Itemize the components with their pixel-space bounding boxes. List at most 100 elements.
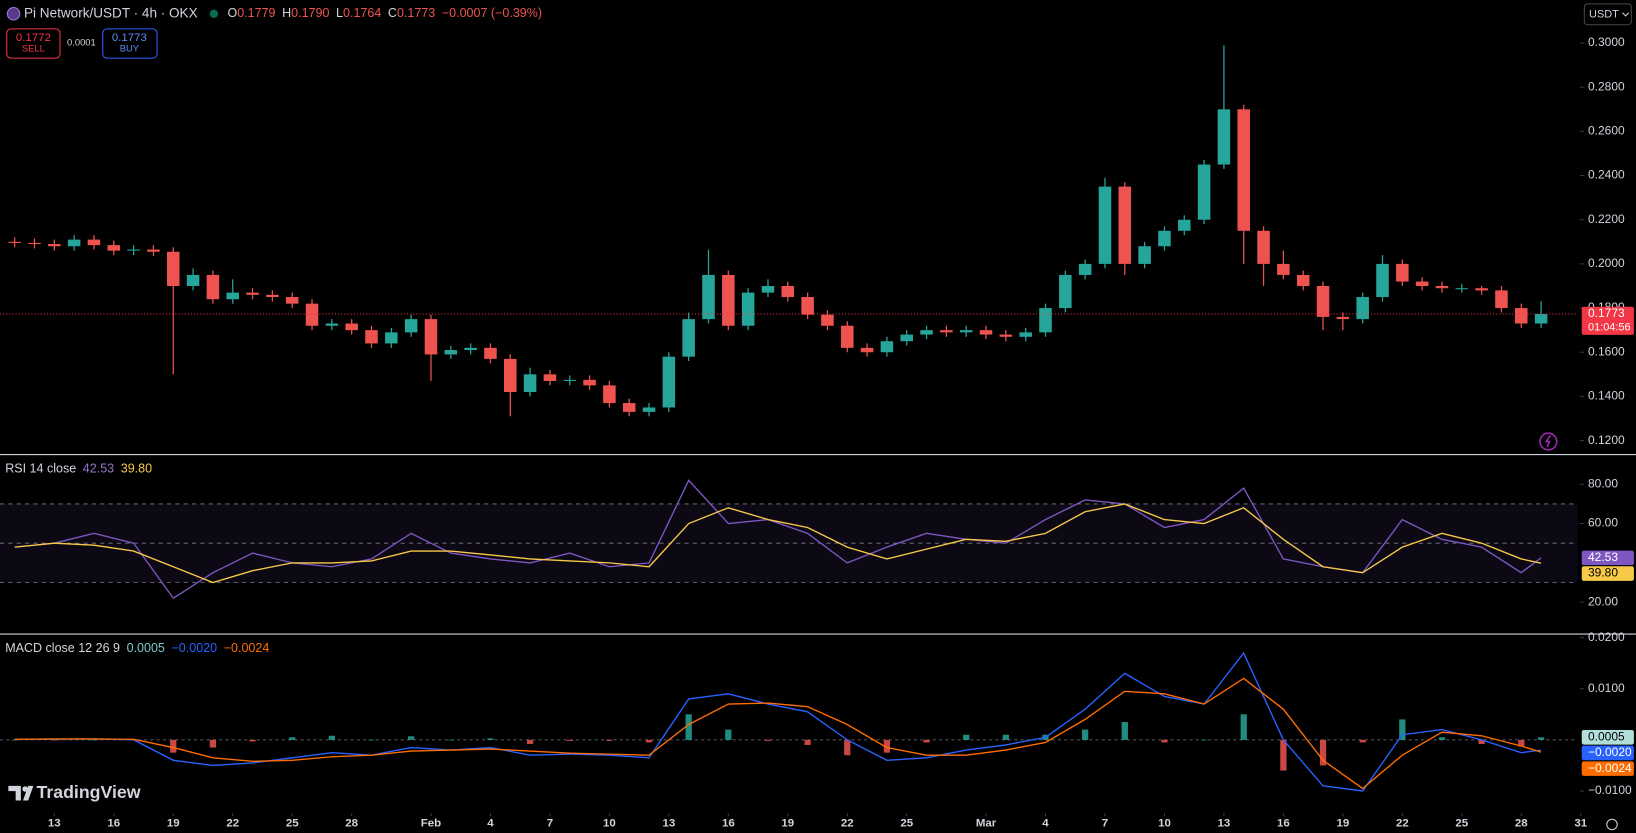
candle-body xyxy=(48,244,61,247)
candle-body xyxy=(385,332,398,344)
status-dot xyxy=(209,9,219,18)
candle-body xyxy=(246,292,259,295)
candle-body xyxy=(1118,186,1132,264)
x-tick-label: 13 xyxy=(48,817,61,829)
indicator-name: RSI 14 close xyxy=(5,462,76,476)
value-badge xyxy=(1581,761,1634,776)
candle-body xyxy=(1396,263,1409,282)
pane: 80.00 60.00 20.00 42.53 39.80 xyxy=(0,476,1634,608)
histogram-bar xyxy=(328,735,335,740)
spread: 0.0001 xyxy=(67,36,96,47)
histogram-bar xyxy=(1161,739,1168,743)
candle-body xyxy=(979,330,993,335)
histogram-bar xyxy=(170,739,177,753)
buy-button[interactable]: 0.1773 BUY xyxy=(102,28,158,59)
candle-body xyxy=(682,319,695,357)
histogram-bar xyxy=(1518,739,1525,747)
dropdown-box[interactable] xyxy=(1583,3,1632,26)
brand-logo-dot xyxy=(22,786,28,792)
candle-body xyxy=(1435,285,1449,289)
histogram-bar xyxy=(487,738,494,740)
x-tick-label: 16 xyxy=(107,817,120,829)
buy-label[interactable]: BUY xyxy=(120,43,140,54)
histogram-bar xyxy=(1438,737,1446,740)
candle-body xyxy=(484,347,497,359)
y-tick-label: 0.2600 xyxy=(1588,124,1625,138)
candle-body xyxy=(1376,263,1389,298)
x-tick-label: 22 xyxy=(841,817,854,829)
histogram-bar xyxy=(526,739,534,744)
pane: 0.0200 0.0100 −0.0100 13 16 19 22 25 28 Feb 4 7 10 13… xyxy=(0,630,1634,829)
candle-body xyxy=(8,241,21,243)
band-fill xyxy=(0,503,1578,583)
settings-icon[interactable] xyxy=(1606,818,1618,831)
value-badge-label: −0.0024 xyxy=(1588,761,1632,775)
histogram-bar xyxy=(1082,729,1089,740)
x-tick-label: 19 xyxy=(167,817,180,829)
candle-body xyxy=(206,274,220,300)
dropdown-arrow[interactable] xyxy=(1622,12,1630,17)
candle-body xyxy=(325,323,339,326)
alert-icon[interactable] xyxy=(1539,432,1558,451)
x-tick-label: 13 xyxy=(662,817,675,829)
histogram-bar xyxy=(447,739,454,741)
sell-label[interactable]: SELL xyxy=(22,43,45,54)
candle-body xyxy=(1316,285,1330,317)
histogram-bar xyxy=(963,734,970,740)
value-badge-label: −0.0020 xyxy=(1588,745,1632,759)
candle-body xyxy=(365,330,378,344)
candle-body xyxy=(1495,290,1508,309)
histogram-bar xyxy=(844,739,851,756)
currency[interactable]: USDT xyxy=(1589,9,1619,21)
histogram-bar xyxy=(51,739,58,741)
histogram-bar xyxy=(1399,719,1406,740)
buy-box[interactable] xyxy=(102,28,158,59)
countdown: 01:04:56 xyxy=(1588,321,1631,333)
x-tick-label: Feb xyxy=(421,817,441,829)
sell-price[interactable]: 0.1772 xyxy=(16,32,51,44)
candle-body xyxy=(801,297,814,315)
legend-value: 0.0005 xyxy=(127,641,165,655)
x-tick-label: 25 xyxy=(900,817,913,829)
candle-body xyxy=(1098,186,1112,264)
ohlc-key: O xyxy=(227,6,237,20)
y-tick-label: 0.1200 xyxy=(1588,433,1625,447)
candle-body xyxy=(226,292,239,300)
candle-body xyxy=(841,325,854,348)
candle-body xyxy=(1534,314,1548,324)
histogram-bar xyxy=(1319,739,1327,766)
brand: TradingView xyxy=(8,782,141,802)
x-tick-label: 19 xyxy=(781,817,794,829)
sell-box[interactable] xyxy=(6,28,61,59)
indicator-name: MACD close 12 26 9 xyxy=(5,641,120,655)
x-tick-label: 16 xyxy=(1277,817,1290,829)
histogram-bar xyxy=(408,736,415,740)
sell-button[interactable]: 0.1772 SELL xyxy=(6,28,61,59)
indicator-line xyxy=(14,503,1542,584)
candle-body xyxy=(1296,274,1310,286)
candle-body xyxy=(107,245,121,251)
candle-body xyxy=(424,319,438,355)
currency-dropdown[interactable]: USDT xyxy=(1583,3,1632,26)
candle-body xyxy=(67,239,81,247)
candle-body xyxy=(523,374,537,392)
value-badge xyxy=(1581,566,1634,581)
buy-price[interactable]: 0.1773 xyxy=(112,32,147,44)
value-badge-label: 42.53 xyxy=(1588,550,1618,564)
candle-body xyxy=(464,347,477,351)
histogram-bar xyxy=(209,739,217,748)
candle-body xyxy=(563,379,576,381)
alert-circle[interactable] xyxy=(1539,432,1558,451)
candle-body xyxy=(722,274,735,326)
histogram-bar xyxy=(1478,739,1485,744)
alert-bolt[interactable] xyxy=(1544,434,1552,448)
histogram-bar xyxy=(645,739,653,743)
settings-gear[interactable] xyxy=(1606,818,1618,831)
candle-body xyxy=(880,341,894,353)
histogram-bar xyxy=(1280,739,1287,771)
x-tick-label: 4 xyxy=(1042,817,1049,829)
candle-body xyxy=(900,334,913,342)
histogram-bar xyxy=(923,739,930,743)
candle-body xyxy=(28,242,41,245)
